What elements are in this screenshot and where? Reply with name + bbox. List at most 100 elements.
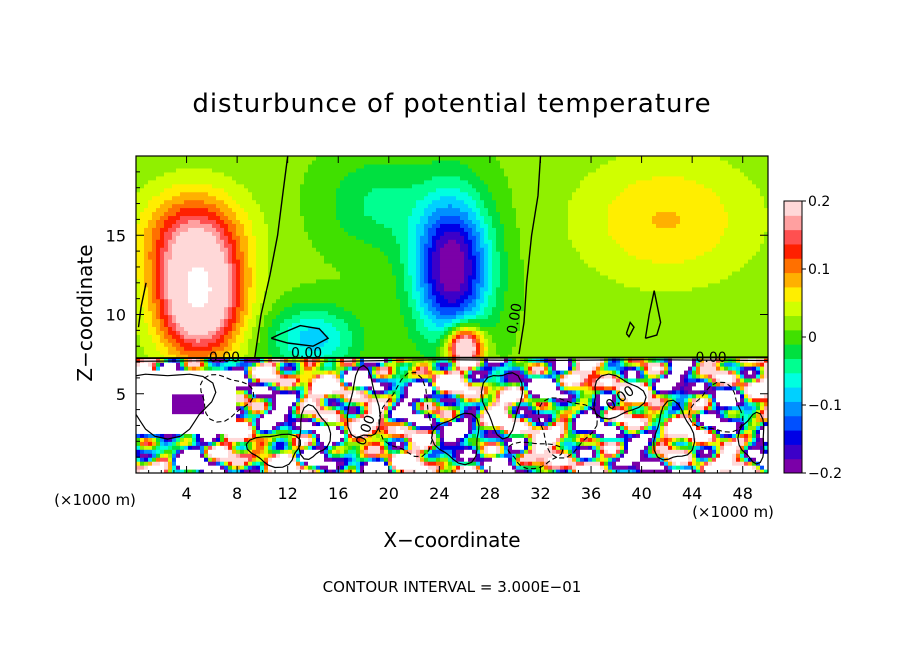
heatmap-cell [232,350,237,355]
heatmap-cell [364,219,369,224]
heatmap-cell [304,270,309,276]
heatmap-cell [304,433,309,438]
heatmap-cell [176,397,181,403]
heatmap-cell [280,262,285,268]
heatmap-cell [236,465,241,470]
heatmap-cell [288,239,293,244]
heatmap-cell [304,397,309,403]
heatmap-cell [316,417,321,423]
heatmap-cell [256,159,261,165]
heatmap-cell [312,354,317,359]
heatmap-cell [204,409,209,415]
heatmap-cell [212,179,217,185]
heatmap-cell [144,167,149,173]
heatmap-cell [304,227,309,232]
heatmap-cell [344,449,349,454]
heatmap-cell [368,429,373,434]
heatmap-cell [268,159,273,165]
heatmap-cell [332,235,337,240]
heatmap-cell [360,266,365,272]
heatmap-cell [360,274,365,280]
heatmap-cell [260,389,265,395]
heatmap-cell [364,310,369,316]
heatmap-cell [188,429,193,434]
heatmap-cell [324,350,329,355]
heatmap-cell [144,342,149,347]
heatmap-cell [256,294,261,300]
heatmap-cell [164,259,169,264]
heatmap-cell [200,457,205,462]
heatmap-cell [244,270,249,276]
heatmap-cell [160,243,165,248]
heatmap-cell [204,417,209,423]
heatmap-cell [192,322,197,327]
heatmap-cell [264,219,269,224]
heatmap-cell [364,469,369,473]
heatmap-cell [248,362,253,367]
heatmap-cell [144,266,149,272]
heatmap-cell [336,163,341,169]
heatmap-cell [316,330,321,335]
heatmap-cell [208,314,213,320]
heatmap-cell [224,389,229,395]
heatmap-cell [264,207,269,213]
heatmap-cell [220,413,225,419]
heatmap-cell [332,429,337,434]
heatmap-cell [204,457,209,462]
heatmap-cell [164,354,169,359]
heatmap-cell [192,381,197,387]
heatmap-cell [280,235,285,240]
heatmap-cell [196,231,201,236]
heatmap-cell [176,219,181,224]
heatmap-cell [364,274,369,280]
heatmap-cell [372,441,377,446]
heatmap-cell [336,377,341,383]
heatmap-cell [256,369,261,375]
heatmap-cell [180,247,185,252]
heatmap-cell [188,211,193,217]
heatmap-cell [268,425,273,431]
heatmap-cell [264,251,269,256]
heatmap-cell [328,346,333,351]
heatmap-cell [320,266,325,272]
heatmap-cell [156,310,161,316]
heatmap-cell [372,302,377,308]
heatmap-cell [380,262,385,268]
heatmap-cell [260,425,265,431]
heatmap-cell [348,183,353,189]
heatmap-cell [352,159,357,165]
heatmap-cell [144,417,149,423]
heatmap-cell [368,326,373,331]
heatmap-cell [380,318,385,324]
heatmap-cell [344,171,349,177]
heatmap-cell [156,377,161,383]
heatmap-cell [292,322,297,327]
heatmap-cell [372,453,377,458]
heatmap-cell [164,358,169,363]
heatmap-cell [220,314,225,320]
heatmap-cell [352,330,357,335]
heatmap-cell [336,421,341,427]
heatmap-cell [304,346,309,351]
heatmap-cell [220,187,225,193]
heatmap-cell [252,397,257,403]
heatmap-cell [320,385,325,391]
heatmap-cell [284,433,289,438]
heatmap-cell [232,247,237,252]
heatmap-cell [184,247,189,252]
heatmap-cell [200,469,205,473]
heatmap-cell [168,306,173,312]
heatmap-cell [196,421,201,427]
heatmap-cell [324,362,329,367]
heatmap-cell [160,282,165,288]
heatmap-cell [328,461,333,466]
heatmap-cell [244,330,249,335]
heatmap-cell [284,231,289,236]
heatmap-cell [192,354,197,359]
heatmap-cell [348,314,353,320]
heatmap-cell [208,255,213,260]
heatmap-cell [332,171,337,177]
heatmap-cell [308,179,313,185]
heatmap-cell [256,354,261,359]
heatmap-cell [156,286,161,292]
